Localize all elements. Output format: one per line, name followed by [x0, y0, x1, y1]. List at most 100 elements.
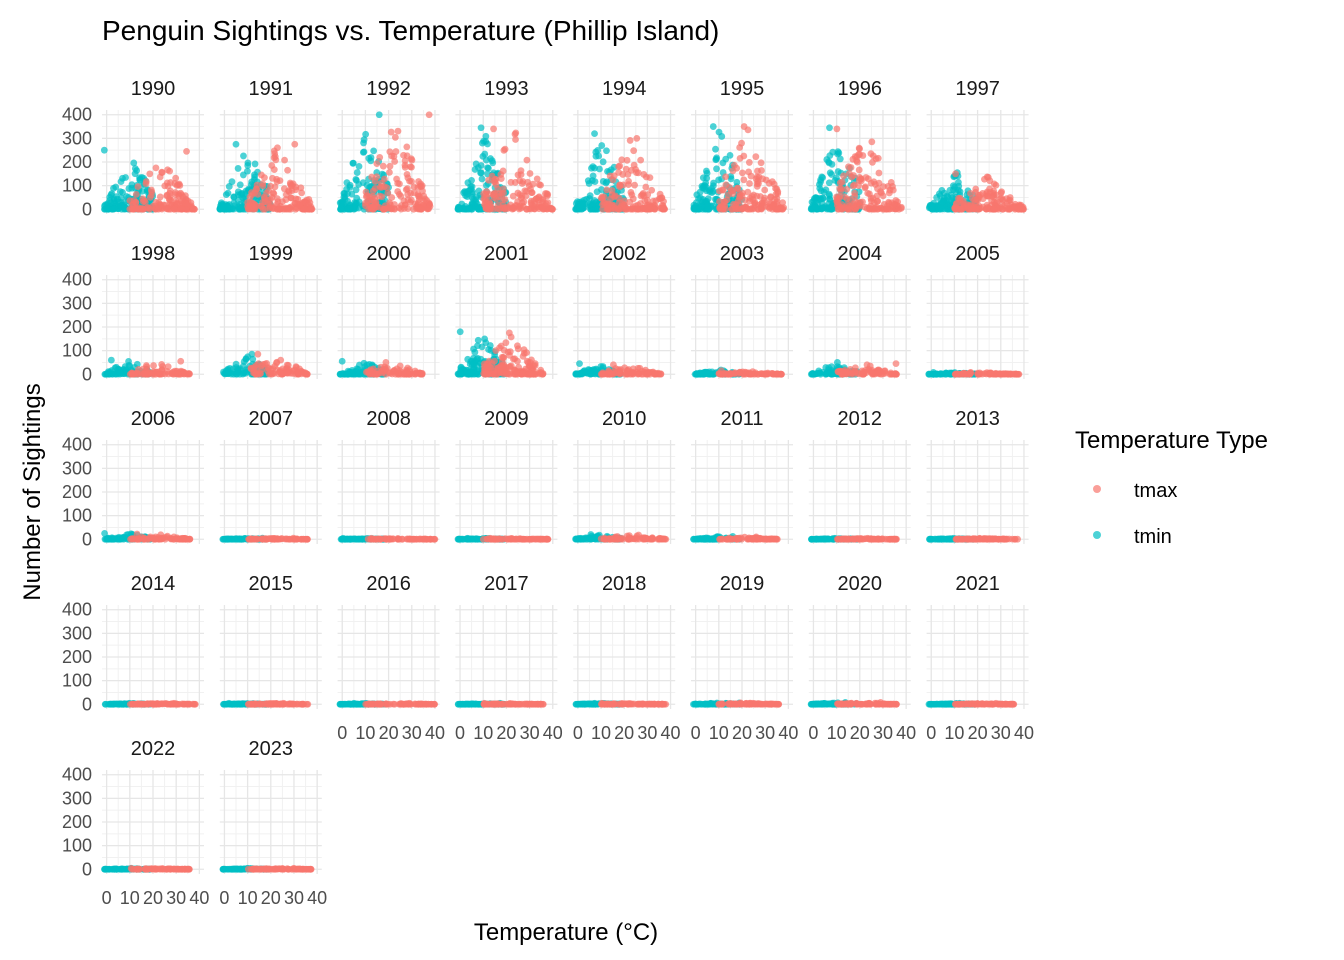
data-point-tmax [189, 205, 197, 213]
data-point-tmax [141, 198, 149, 206]
data-point-tmin [820, 188, 828, 196]
data-point-tmin [236, 181, 244, 189]
data-point-tmax [523, 535, 531, 543]
data-point-tmax [656, 195, 664, 202]
facet-panel-2000: 2000 [336, 243, 440, 379]
data-point-tmax [155, 368, 163, 376]
data-point-tmin [576, 205, 584, 213]
data-point-tmax [1003, 370, 1011, 378]
data-point-tmax [526, 170, 534, 177]
data-point-tmax [722, 181, 730, 189]
data-point-tmax [548, 205, 556, 213]
data-point-tmin [362, 130, 370, 138]
data-point-tmin [587, 370, 595, 378]
data-point-tmax [284, 369, 292, 377]
data-point-tmin [810, 197, 817, 205]
data-point-tmax [771, 370, 779, 378]
data-point-tmax [174, 181, 182, 189]
data-point-tmax [397, 192, 405, 200]
data-point-tmax [386, 162, 394, 170]
data-point-tmin [828, 160, 836, 168]
data-point-tmax [609, 176, 617, 184]
data-point-tmax [889, 186, 897, 194]
data-point-tmax [627, 188, 635, 196]
data-point-tmin [233, 370, 241, 378]
data-point-tmax [539, 196, 547, 204]
data-point-tmax [369, 192, 377, 200]
data-point-tmin [118, 205, 126, 213]
data-point-tmax [522, 192, 530, 200]
data-point-tmax [284, 166, 291, 174]
data-point-tmin [219, 205, 227, 212]
data-point-tmax [716, 187, 723, 195]
data-point-tmin [709, 182, 717, 190]
data-point-tmin [117, 178, 125, 186]
data-point-tmax [307, 205, 315, 213]
data-point-tmax [155, 199, 163, 207]
data-point-tmax [502, 339, 510, 347]
data-point-tmin [349, 159, 357, 167]
data-point-tmax [533, 175, 541, 183]
data-point-tmax [872, 155, 880, 163]
data-point-tmin [473, 535, 480, 543]
data-point-tmax [376, 154, 384, 161]
data-point-tmax [487, 535, 495, 543]
data-point-tmax [856, 145, 863, 153]
data-point-tmax [516, 535, 524, 543]
data-point-tmax [277, 356, 285, 364]
data-point-tmax [526, 358, 534, 366]
data-point-tmin [825, 179, 833, 187]
data-point-tmax [630, 161, 638, 169]
data-point-tmax [391, 133, 399, 141]
y-tick-label: 100 [62, 506, 92, 526]
data-point-tmax [164, 166, 171, 174]
y-tick-label: 200 [62, 317, 92, 337]
data-point-tmax [298, 535, 306, 543]
data-point-tmin [217, 199, 225, 207]
data-point-tmax [270, 190, 278, 198]
data-point-tmax [289, 367, 297, 375]
data-point-tmax [754, 167, 761, 175]
data-point-tmax [276, 204, 284, 212]
data-point-tmin [823, 156, 831, 163]
data-point-tmax [261, 194, 269, 202]
data-point-tmax [843, 185, 851, 193]
data-point-tmax [958, 200, 966, 208]
data-point-tmax [739, 204, 747, 212]
data-point-tmin [819, 174, 827, 181]
data-point-tmax [154, 205, 162, 213]
data-point-tmax [641, 197, 649, 205]
data-point-tmax [259, 182, 267, 190]
data-point-tmax [404, 190, 412, 198]
data-point-tmax [271, 204, 279, 211]
data-point-tmax [657, 370, 665, 378]
data-point-tmax [499, 201, 507, 209]
data-point-tmax [164, 363, 172, 370]
data-point-tmax [163, 192, 171, 200]
data-point-tmax [740, 176, 748, 184]
data-point-tmin [826, 124, 833, 132]
facet-panel-2003: 2003 [691, 243, 793, 379]
data-point-tmin [352, 186, 360, 194]
data-point-tmax [875, 205, 882, 213]
data-point-tmin [455, 205, 463, 212]
data-point-tmax [991, 205, 998, 213]
data-point-tmax [143, 363, 151, 371]
data-point-tmax [386, 148, 394, 156]
data-point-tmin [586, 201, 593, 209]
data-point-tmax [523, 349, 530, 357]
data-point-tmax [490, 191, 498, 199]
facet-label: 2008 [366, 408, 411, 430]
facet-label: 1994 [602, 78, 647, 100]
data-point-tmax [875, 370, 883, 378]
data-point-tmax [363, 192, 371, 199]
data-point-tmin [599, 178, 607, 185]
y-tick-label: 0 [82, 529, 92, 549]
data-point-tmax [536, 535, 544, 543]
data-point-tmax [390, 153, 398, 160]
data-point-tmax [867, 150, 875, 158]
data-point-tmax [139, 205, 147, 212]
data-point-tmax [542, 190, 549, 197]
data-point-tmax [166, 201, 174, 209]
